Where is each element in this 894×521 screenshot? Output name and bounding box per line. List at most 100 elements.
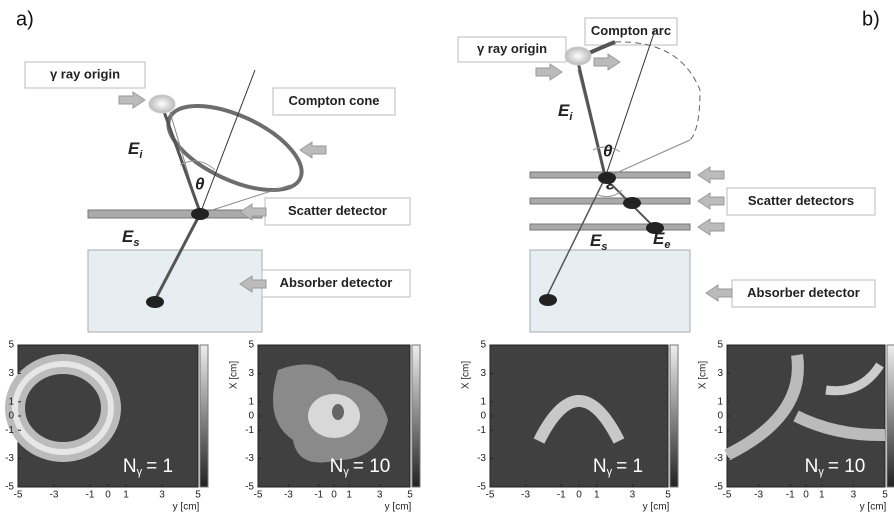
scatter-arrow: [697, 166, 725, 184]
photon-count-value: = 10: [353, 456, 391, 477]
y-tick-label: 1: [8, 396, 14, 407]
x-axis-label: y [cm]: [643, 502, 670, 513]
arc-label: Compton arc: [591, 23, 671, 38]
scatter-path: [544, 177, 606, 301]
scatter-path: [153, 213, 202, 301]
arc-label-box: [272, 87, 396, 116]
panel-label: a): [16, 8, 34, 30]
y-tick-label: 3: [8, 368, 14, 379]
colorbar: [411, 344, 421, 488]
y-tick-label: 3: [717, 368, 723, 379]
origin-label: γ ray origin: [477, 41, 547, 56]
photon-count-symbol: N: [805, 456, 819, 477]
x-tick-label: 3: [377, 490, 383, 501]
interaction: [623, 197, 641, 209]
y-tick-label: -1: [245, 425, 254, 436]
x-tick-label: 5: [882, 490, 888, 501]
absorber-label-box: [261, 269, 411, 298]
x-tick-label: -5: [486, 490, 495, 501]
cone-dashed: [614, 41, 701, 141]
y-tick-label: 5: [717, 340, 723, 351]
origin-arrow: [535, 63, 563, 81]
absorber-label: Absorber detector: [747, 285, 860, 300]
electron-energy-symbol: E: [653, 229, 665, 248]
x-tick-label: -1: [786, 490, 795, 501]
electron-energy: Ee: [653, 229, 670, 250]
initial-energy-symbol: E: [128, 139, 140, 158]
gamma-origin: [564, 46, 592, 66]
x-tick-label: 3: [159, 490, 165, 501]
origin-arrow: [118, 91, 146, 109]
y-tick-label: 1: [480, 396, 486, 407]
absorber-label: Absorber detector: [280, 275, 393, 290]
scattered-energy-symbol: E: [590, 231, 602, 250]
y-tick-label: -3: [714, 453, 723, 464]
photon-count-subscript: γ: [818, 466, 824, 478]
interaction: [146, 296, 164, 308]
colorbar: [886, 344, 894, 488]
y-tick-label: -5: [477, 482, 486, 493]
scattered-energy: Es: [590, 231, 607, 252]
x-tick-label: 1: [123, 490, 129, 501]
colorbar: [669, 344, 679, 488]
x-tick-label: 3: [630, 490, 636, 501]
photon-count-subscript: γ: [137, 466, 143, 478]
cone-axis: [604, 29, 656, 179]
y-tick-label: -5: [245, 482, 254, 493]
photon-count-value: = 10: [828, 456, 866, 477]
origin-label-box: [457, 36, 567, 63]
photon-count: Nγ = 1: [593, 456, 643, 478]
y-axis-label: X [cm]: [698, 361, 709, 390]
x-axis-label: y [cm]: [860, 502, 887, 513]
x-tick-label: 0: [576, 490, 582, 501]
panel-label: b): [862, 8, 880, 30]
y-tick-label: 5: [248, 340, 254, 351]
absorber: [529, 249, 691, 333]
x-tick-label: -3: [754, 490, 763, 501]
interaction: [191, 208, 209, 220]
photon-count-value: = 1: [146, 456, 173, 477]
diagram: a) γ ray origin Compton cone Scatter detect…: [5, 8, 894, 513]
initial-energy-symbol: E: [558, 101, 570, 120]
scatter-label-box: [726, 187, 876, 216]
initial-energy: Ei: [558, 101, 573, 122]
y-tick-label: 1: [717, 396, 723, 407]
gamma-origin: [148, 94, 176, 114]
x-tick-label: -1: [557, 490, 566, 501]
y-tick-label: 1: [248, 396, 254, 407]
y-tick-label: 3: [248, 368, 254, 379]
scatter-label: Scatter detector: [288, 203, 387, 218]
photon-count: Nγ = 10: [330, 456, 391, 478]
gamma-path: [160, 105, 202, 213]
scatter-arrow: [697, 192, 725, 210]
cone-edge: [199, 184, 291, 215]
gamma-path: [576, 61, 607, 177]
absorber-arrow: [705, 284, 733, 302]
x-tick-label: 3: [851, 490, 857, 501]
x-tick-label: 0: [105, 490, 111, 501]
x-tick-label: -5: [14, 490, 23, 501]
y-tick-label: -1: [714, 425, 723, 436]
scatter-detector: [529, 223, 691, 231]
cone-edge: [604, 139, 691, 179]
angle: θ: [195, 174, 205, 193]
cone-arrow: [299, 141, 327, 159]
electron-energy-subscript: e: [664, 239, 670, 251]
x-tick-label: 1: [346, 490, 352, 501]
y-tick-label: -5: [714, 482, 723, 493]
x-tick-label: -5: [254, 490, 263, 501]
colorbar: [199, 344, 209, 488]
photon-count-value: = 1: [616, 456, 643, 477]
photon-count-subscript: γ: [343, 466, 349, 478]
arc-arrow: [593, 53, 621, 71]
x-tick-label: -1: [86, 490, 95, 501]
photon-count-symbol: N: [330, 456, 344, 477]
y-tick-label: 5: [480, 340, 486, 351]
y-tick-label: 0: [480, 411, 486, 422]
x-tick-label: 0: [803, 490, 809, 501]
